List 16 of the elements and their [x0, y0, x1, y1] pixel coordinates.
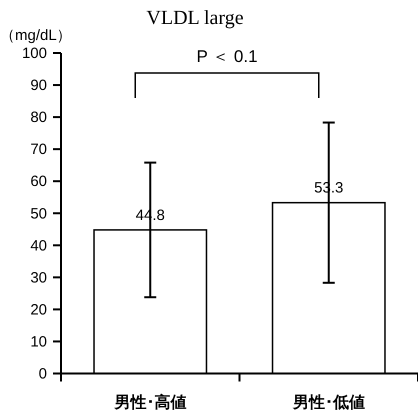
y-tick-label: 90 — [30, 77, 47, 94]
y-tick-label: 0 — [38, 366, 47, 382]
y-tick-label: 60 — [30, 173, 47, 190]
y-tick-label: 10 — [30, 333, 47, 350]
y-tick-label: 100 — [22, 45, 47, 62]
annotation: P ＜ 0.1 — [196, 47, 258, 66]
x-tick-label: 男性･高値 — [113, 392, 186, 412]
y-tick-label: 50 — [30, 205, 47, 222]
y-tick-label: 40 — [30, 237, 47, 254]
y-tick-label: 30 — [30, 269, 47, 286]
chart-title: VLDL large — [146, 7, 244, 29]
y-tick-label: 80 — [30, 109, 47, 126]
x-tick-label: 男性･低値 — [292, 392, 365, 412]
y-tick-label: 20 — [30, 301, 47, 318]
y-tick-label: 70 — [30, 141, 47, 158]
y-axis-title: （mg/dL） — [0, 27, 72, 44]
